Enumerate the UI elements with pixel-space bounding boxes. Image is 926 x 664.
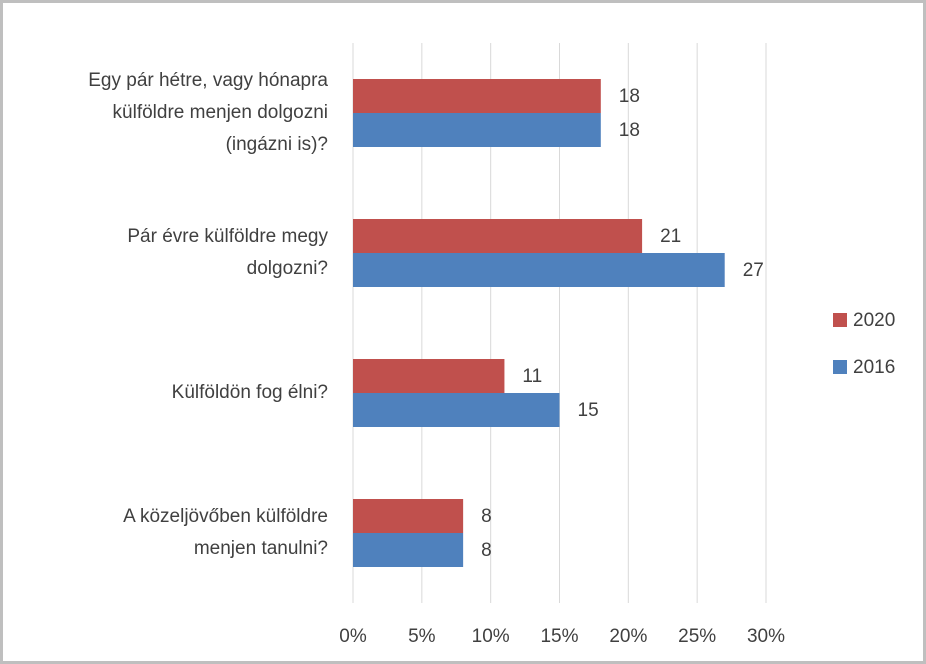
data-label: 18 — [619, 86, 640, 107]
y-tick-label: Pár évre külföldre megy dolgozni? — [127, 226, 328, 279]
bar — [353, 499, 464, 533]
data-label: 21 — [660, 226, 681, 247]
data-label: 8 — [481, 506, 492, 527]
data-label: 8 — [481, 540, 492, 561]
x-tick-label: 15% — [540, 626, 578, 647]
legend-label: 2020 — [853, 310, 895, 331]
bar — [353, 219, 643, 253]
x-tick-label: 5% — [408, 626, 436, 647]
y-tick-label: A közeljövőben külföldre menjen tanulni? — [123, 506, 328, 559]
bar — [353, 393, 560, 427]
data-label: 27 — [743, 260, 764, 281]
x-tick-label: 10% — [472, 626, 510, 647]
x-tick-label: 25% — [678, 626, 716, 647]
y-tick-label: Külföldön fog élni? — [172, 382, 328, 403]
x-tick-label: 20% — [609, 626, 647, 647]
legend-label: 2016 — [853, 357, 895, 378]
data-label: 15 — [578, 400, 599, 421]
x-tick-label: 0% — [339, 626, 367, 647]
x-tick-label: 30% — [747, 626, 785, 647]
bar — [353, 533, 464, 567]
bar — [353, 253, 725, 287]
legend-swatch — [833, 313, 847, 327]
data-label: 18 — [619, 120, 640, 141]
bar — [353, 79, 601, 113]
legend-swatch — [833, 360, 847, 374]
bar — [353, 359, 505, 393]
data-label: 11 — [522, 366, 542, 387]
bar — [353, 113, 601, 147]
y-tick-label: Egy pár hétre, vagy hónapra külföldre men… — [88, 70, 328, 155]
